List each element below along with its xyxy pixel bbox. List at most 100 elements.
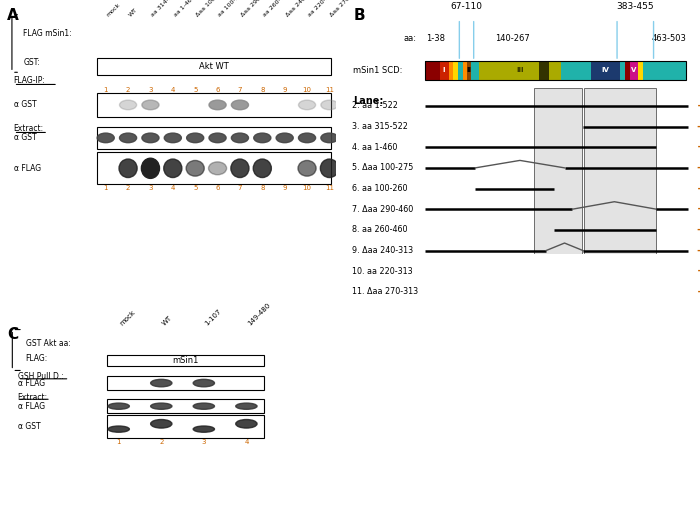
Text: 1: 1 [116,439,121,446]
Text: aa 1-460: aa 1-460 [173,0,196,18]
Text: 9: 9 [282,184,287,190]
Ellipse shape [150,420,172,428]
Text: 140-267: 140-267 [496,34,530,43]
Ellipse shape [186,161,204,176]
Ellipse shape [232,100,248,110]
Bar [440,61,449,80]
Ellipse shape [231,159,249,177]
Text: GSH Pull D.:: GSH Pull D.: [18,372,64,381]
FancyBboxPatch shape [106,415,264,438]
Text: 4: 4 [171,184,175,190]
Text: 1: 1 [104,184,108,190]
Text: 1: 1 [104,87,108,93]
FancyBboxPatch shape [97,152,331,184]
Ellipse shape [142,133,159,143]
FancyBboxPatch shape [97,58,331,76]
Bar [471,61,479,80]
Bar [643,61,648,80]
Bar [544,61,550,80]
Ellipse shape [164,133,181,143]
Text: α FLAG: α FLAG [18,378,45,388]
Text: aa 100-260: aa 100-260 [218,0,246,18]
Text: 6. aa 100-260: 6. aa 100-260 [351,184,407,193]
Text: 4. aa 1-460: 4. aa 1-460 [351,143,397,152]
Text: FLAG mSin1:: FLAG mSin1: [24,29,72,39]
Ellipse shape [298,133,316,143]
Ellipse shape [253,133,271,143]
Text: 6: 6 [216,184,220,190]
Text: I: I [442,68,444,74]
Text: FLAG:: FLAG: [26,354,48,363]
Ellipse shape [120,100,136,110]
Text: 1-107: 1-107 [204,308,223,327]
Text: α GST: α GST [13,134,36,142]
Ellipse shape [276,133,293,143]
Bar [449,61,453,80]
Ellipse shape [236,420,257,428]
Bar [534,88,582,299]
Text: 10: 10 [302,184,312,190]
Bar [638,61,643,80]
Text: +: + [696,142,700,152]
Text: mock: mock [106,2,121,18]
Text: +: + [696,101,700,111]
Ellipse shape [209,100,226,110]
Text: Δaa 290-460: Δaa 290-460 [240,0,272,18]
Text: 10: 10 [302,87,312,93]
Bar [458,61,463,80]
Ellipse shape [150,403,172,409]
Text: III: III [517,68,524,74]
Ellipse shape [321,159,339,177]
Text: II: II [466,68,471,74]
Text: aa 220-313: aa 220-313 [307,0,336,18]
Text: mSin1: mSin1 [172,356,198,365]
Text: α FLAG: α FLAG [13,164,41,173]
Text: 11. Δaa 270-313: 11. Δaa 270-313 [351,288,418,296]
FancyBboxPatch shape [106,376,264,390]
Bar [620,61,625,80]
Text: Lane:: Lane: [354,96,384,106]
Text: GST Akt aa:: GST Akt aa: [26,339,71,348]
FancyBboxPatch shape [106,399,264,413]
Ellipse shape [321,133,338,143]
Text: 4: 4 [171,87,175,93]
Bar [539,61,544,80]
Ellipse shape [108,426,130,432]
Text: Extract:: Extract: [13,124,43,133]
Ellipse shape [141,158,160,178]
Ellipse shape [193,379,214,387]
Text: Akt WT: Akt WT [199,62,229,71]
Text: mSin1 SCD:: mSin1 SCD: [354,66,402,75]
Text: 9: 9 [282,87,287,93]
Ellipse shape [298,161,316,176]
Text: 3. aa 315-522: 3. aa 315-522 [351,122,407,131]
Text: 8: 8 [260,87,265,93]
Text: GST:: GST: [24,58,41,67]
Text: FLAG-IP:: FLAG-IP: [13,76,46,85]
Text: +: + [696,183,700,194]
Text: α GST: α GST [18,422,41,431]
Text: +: + [696,204,700,214]
Text: -: - [696,225,700,235]
Text: 2: 2 [126,184,130,190]
Bar [630,61,638,80]
Ellipse shape [236,403,257,409]
Ellipse shape [193,403,214,409]
Ellipse shape [321,100,338,110]
Text: Δaa 270-313: Δaa 270-313 [330,0,361,18]
Bar [479,61,539,80]
Text: 2: 2 [126,87,130,93]
Text: aa 260-460: aa 260-460 [262,0,291,18]
Text: 5: 5 [193,87,197,93]
Text: 149-480: 149-480 [246,302,272,327]
Text: V: V [631,68,637,74]
Text: 3: 3 [202,439,206,446]
Text: C: C [7,327,18,342]
Bar [467,61,471,80]
Text: 4: 4 [244,439,248,446]
Ellipse shape [209,162,227,175]
Ellipse shape [142,100,159,110]
Ellipse shape [119,159,137,177]
Text: -: - [696,121,700,132]
Text: 8. aa 260-460: 8. aa 260-460 [351,226,407,234]
